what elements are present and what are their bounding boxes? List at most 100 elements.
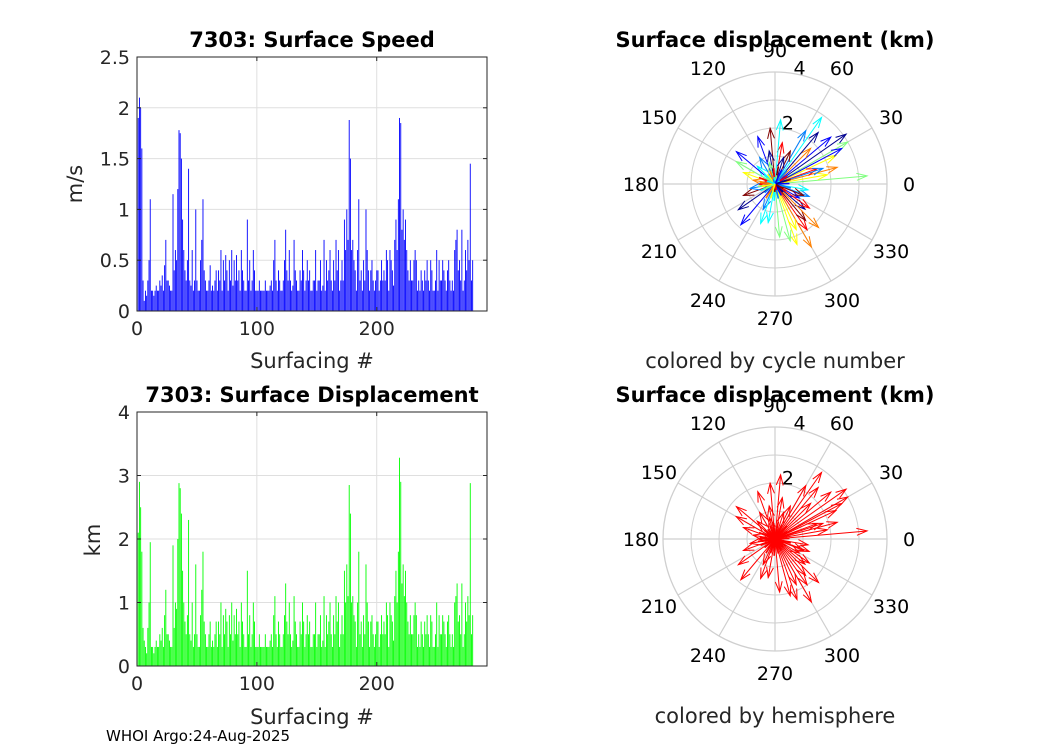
bar bbox=[184, 270, 186, 311]
bar bbox=[403, 596, 405, 666]
bar bbox=[435, 634, 436, 666]
bar bbox=[280, 646, 282, 666]
y-tick-label: 1 bbox=[118, 593, 130, 615]
y-tick-label: 2 bbox=[118, 529, 130, 551]
bar bbox=[471, 280, 472, 311]
displacement-arrow bbox=[774, 147, 844, 185]
y-tick-label: 2 bbox=[118, 98, 130, 120]
bar bbox=[311, 290, 313, 311]
bar bbox=[378, 646, 380, 666]
bar bbox=[443, 621, 445, 666]
bar bbox=[445, 290, 447, 311]
bar bbox=[189, 634, 191, 666]
bar bbox=[298, 290, 300, 311]
bar bbox=[421, 280, 423, 311]
bar bbox=[420, 621, 422, 666]
bar bbox=[379, 634, 381, 666]
bar bbox=[436, 250, 438, 311]
bar bbox=[358, 199, 360, 311]
bar bbox=[185, 280, 187, 311]
bar bbox=[377, 621, 379, 666]
bar bbox=[148, 260, 150, 311]
bar bbox=[256, 646, 258, 666]
bar bbox=[407, 270, 409, 311]
bar bbox=[225, 608, 227, 666]
polar-spoke bbox=[677, 183, 776, 241]
bar bbox=[423, 646, 424, 666]
bar bbox=[233, 260, 235, 311]
bar bbox=[402, 209, 404, 311]
bar bbox=[266, 290, 267, 311]
displacement-panel: 7303: Surface Displacement Surfacing # k… bbox=[81, 383, 488, 729]
bar bbox=[430, 615, 432, 666]
bar bbox=[161, 627, 163, 666]
bar bbox=[203, 270, 205, 311]
x-tick-label: 100 bbox=[239, 318, 275, 340]
bar bbox=[179, 133, 181, 311]
bar bbox=[165, 589, 167, 666]
bar bbox=[252, 602, 254, 666]
y-tick-label: 0.5 bbox=[100, 250, 130, 272]
bar bbox=[152, 290, 154, 311]
bar bbox=[176, 260, 178, 311]
angle-tick-label: 240 bbox=[690, 645, 726, 667]
bar bbox=[183, 250, 185, 311]
bar bbox=[154, 646, 156, 666]
bar bbox=[188, 519, 190, 666]
bar bbox=[303, 621, 305, 666]
bar bbox=[316, 290, 318, 311]
bar bbox=[272, 646, 273, 666]
bar bbox=[293, 239, 295, 311]
bar bbox=[372, 634, 374, 666]
bar bbox=[388, 290, 390, 311]
polar-hemisphere-title: Surface displacement (km) bbox=[615, 383, 934, 407]
bar bbox=[371, 615, 373, 666]
polar-hemisphere-panel: Surface displacement (km) colored by hem… bbox=[615, 383, 934, 728]
bar bbox=[408, 634, 410, 666]
bar bbox=[260, 646, 261, 666]
bar bbox=[147, 627, 149, 666]
bar bbox=[153, 295, 155, 311]
bar bbox=[460, 280, 462, 311]
bar bbox=[159, 280, 161, 311]
x-tick-label: 200 bbox=[359, 318, 395, 340]
bar bbox=[242, 621, 243, 666]
bar bbox=[274, 596, 276, 666]
bar bbox=[346, 209, 348, 311]
bar bbox=[256, 290, 258, 311]
bar bbox=[302, 250, 303, 311]
bar bbox=[441, 634, 442, 666]
bar bbox=[334, 280, 336, 311]
bar bbox=[196, 280, 198, 311]
displacement-arrow bbox=[774, 183, 783, 239]
bar bbox=[389, 602, 391, 666]
bar bbox=[337, 602, 339, 666]
y-tick-label: 0 bbox=[118, 301, 130, 323]
bar bbox=[382, 280, 384, 311]
bar bbox=[212, 640, 214, 666]
y-tick-label: 0 bbox=[118, 656, 130, 678]
angle-tick-label: 180 bbox=[623, 529, 659, 551]
bar bbox=[204, 280, 206, 311]
bar bbox=[412, 634, 414, 666]
bar bbox=[450, 290, 452, 311]
bar bbox=[461, 583, 463, 666]
angle-tick-label: 30 bbox=[879, 107, 903, 129]
bar bbox=[216, 290, 218, 311]
bar bbox=[291, 290, 293, 311]
bar bbox=[390, 260, 392, 311]
bar bbox=[250, 290, 252, 311]
bar bbox=[177, 539, 179, 666]
bar bbox=[336, 270, 338, 311]
displacement-arrow bbox=[774, 172, 829, 185]
bar bbox=[330, 634, 332, 666]
bar bbox=[321, 290, 323, 311]
bar bbox=[370, 270, 372, 311]
bar bbox=[290, 280, 291, 311]
bar bbox=[419, 646, 421, 666]
bar bbox=[194, 280, 196, 311]
bar bbox=[182, 219, 184, 311]
bar bbox=[143, 300, 145, 311]
bar bbox=[299, 270, 301, 311]
bar bbox=[468, 615, 470, 666]
